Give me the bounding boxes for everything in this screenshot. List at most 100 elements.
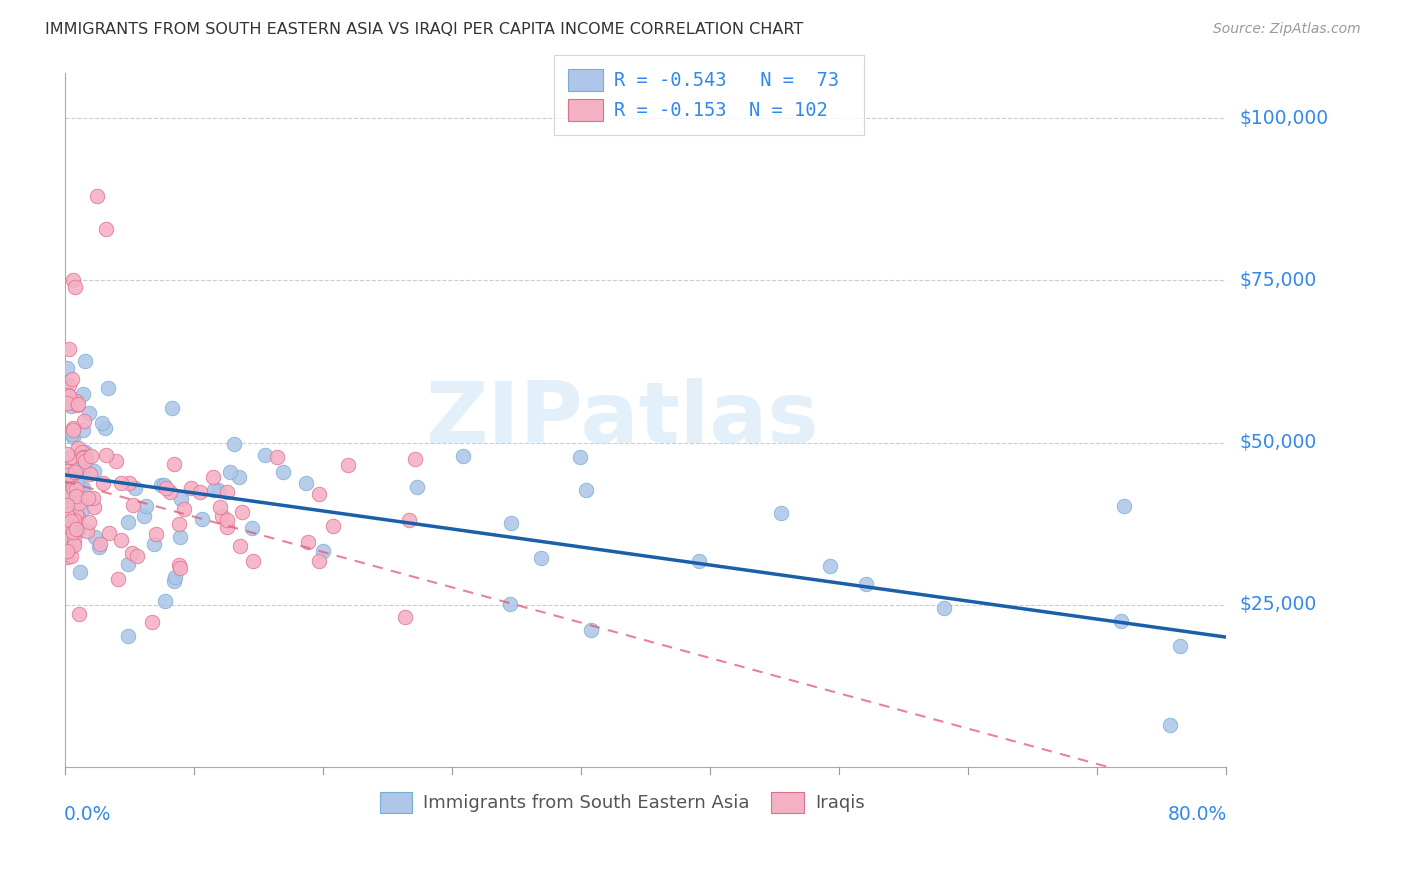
Point bbox=[188, 485, 211, 500]
Point bbox=[163, 457, 186, 471]
Point bbox=[122, 499, 145, 513]
Point bbox=[70, 461, 93, 475]
Point bbox=[94, 221, 117, 235]
Point bbox=[231, 505, 253, 519]
Point bbox=[124, 481, 146, 495]
Point bbox=[66, 398, 89, 412]
Point bbox=[215, 520, 238, 534]
Point bbox=[240, 521, 263, 535]
Point bbox=[170, 492, 193, 507]
Point bbox=[90, 417, 112, 431]
Point bbox=[110, 533, 132, 547]
Point bbox=[65, 393, 87, 408]
Point bbox=[202, 483, 225, 497]
Point bbox=[63, 465, 86, 479]
Point bbox=[56, 516, 79, 530]
Text: IMMIGRANTS FROM SOUTH EASTERN ASIA VS IRAQI PER CAPITA INCOME CORRELATION CHART: IMMIGRANTS FROM SOUTH EASTERN ASIA VS IR… bbox=[45, 22, 803, 37]
Point bbox=[87, 540, 110, 554]
Point bbox=[118, 475, 141, 490]
Point bbox=[62, 420, 84, 434]
Point bbox=[82, 491, 104, 505]
Point bbox=[59, 514, 82, 528]
Point bbox=[107, 572, 129, 586]
Point bbox=[855, 577, 877, 591]
Point bbox=[60, 399, 83, 413]
Point bbox=[59, 469, 82, 483]
Point bbox=[63, 538, 86, 552]
Point bbox=[336, 458, 359, 472]
Point bbox=[75, 353, 97, 368]
Point bbox=[135, 500, 157, 514]
Point bbox=[58, 343, 80, 357]
Point bbox=[222, 436, 245, 450]
Point bbox=[56, 361, 79, 376]
Point bbox=[932, 601, 955, 615]
Point bbox=[688, 554, 710, 568]
Point bbox=[308, 486, 330, 500]
Point bbox=[56, 388, 79, 402]
Text: Source: ZipAtlas.com: Source: ZipAtlas.com bbox=[1213, 22, 1361, 37]
Point bbox=[62, 430, 84, 444]
Point bbox=[117, 557, 139, 571]
Point bbox=[322, 519, 344, 533]
Point bbox=[72, 450, 94, 465]
Point bbox=[297, 534, 319, 549]
Point bbox=[86, 189, 108, 203]
Point bbox=[60, 427, 83, 442]
Text: $100,000: $100,000 bbox=[1240, 109, 1329, 128]
Point bbox=[60, 372, 83, 386]
Point bbox=[65, 489, 87, 503]
Point bbox=[77, 491, 100, 505]
Point bbox=[84, 530, 107, 544]
Point bbox=[59, 540, 82, 554]
Point bbox=[167, 516, 190, 531]
Point bbox=[79, 467, 101, 481]
Point bbox=[1168, 639, 1191, 653]
Text: 0.0%: 0.0% bbox=[65, 805, 111, 824]
Point bbox=[65, 280, 87, 294]
Point bbox=[67, 397, 90, 411]
Point bbox=[58, 491, 80, 506]
Point bbox=[404, 451, 426, 466]
Point bbox=[242, 554, 264, 568]
Point bbox=[69, 565, 91, 579]
Point bbox=[219, 465, 242, 479]
Point bbox=[66, 473, 89, 487]
Point bbox=[163, 570, 186, 584]
Point bbox=[167, 558, 190, 572]
Point bbox=[499, 516, 522, 530]
Point bbox=[89, 536, 111, 550]
Point bbox=[1112, 500, 1135, 514]
Point bbox=[65, 507, 87, 521]
Point bbox=[65, 482, 87, 496]
Point bbox=[820, 559, 842, 574]
Point bbox=[769, 506, 792, 520]
Point bbox=[58, 389, 80, 403]
Point bbox=[65, 522, 87, 536]
Point bbox=[72, 450, 94, 465]
Point bbox=[575, 483, 598, 497]
Point bbox=[56, 467, 79, 482]
Point bbox=[60, 450, 83, 465]
Point bbox=[77, 516, 100, 530]
Point bbox=[63, 513, 86, 527]
Point bbox=[499, 598, 522, 612]
Point bbox=[72, 481, 94, 495]
Point bbox=[58, 489, 80, 503]
Point bbox=[312, 544, 335, 558]
Point bbox=[163, 574, 186, 589]
Point bbox=[217, 485, 239, 500]
Point bbox=[62, 423, 84, 437]
Point bbox=[67, 496, 90, 510]
Point bbox=[66, 441, 89, 455]
Point bbox=[55, 508, 77, 522]
Point bbox=[266, 450, 288, 464]
Point bbox=[180, 481, 202, 495]
Point bbox=[72, 445, 94, 459]
Point bbox=[62, 481, 84, 495]
Text: $75,000: $75,000 bbox=[1240, 271, 1316, 290]
Point bbox=[117, 516, 139, 530]
Point bbox=[169, 561, 191, 575]
Point bbox=[254, 448, 277, 462]
Point bbox=[568, 450, 591, 465]
